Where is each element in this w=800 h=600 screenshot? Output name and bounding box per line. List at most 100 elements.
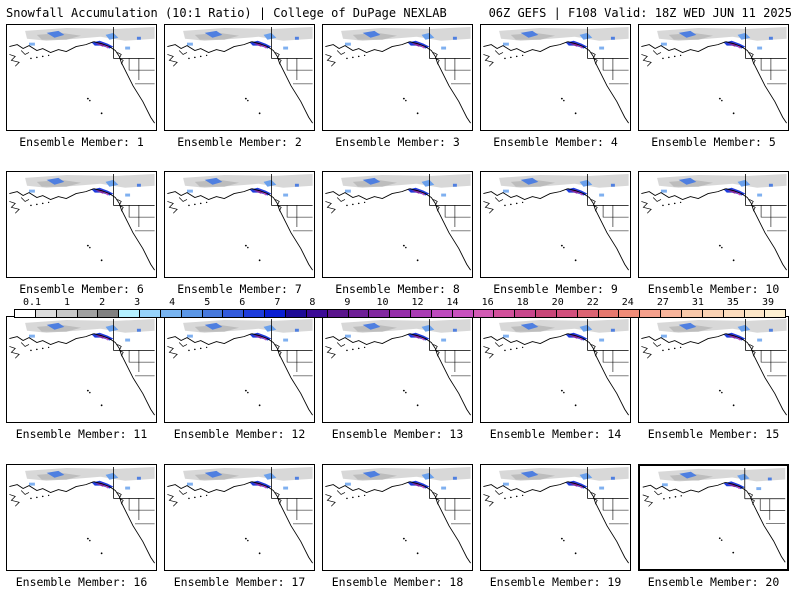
ensemble-member-label: Ensemble Member: 2 [177,135,302,149]
ensemble-member-label: Ensemble Member: 10 [647,282,780,296]
ensemble-member-label: Ensemble Member: 11 [15,427,148,441]
colorbar-swatch [348,310,370,317]
colorbar-swatch [306,310,328,317]
ensemble-map-panel [6,171,157,278]
ensemble-map-panel [164,464,315,571]
ensemble-map-panel [480,316,631,423]
snowfall-colorbar [14,309,786,318]
colorbar-swatch [202,310,224,317]
colorbar-tick-label: 35 [726,297,739,308]
colorbar-swatch [327,310,349,317]
ensemble-map-panel [638,316,789,423]
colorbar-tick-label: 7 [274,297,281,308]
colorbar-swatch [702,310,724,317]
ensemble-member-label: Ensemble Member: 19 [489,575,622,589]
colorbar-swatch [577,310,599,317]
colorbar-tick-label: 31 [691,297,704,308]
map-title: Snowfall Accumulation (10:1 Ratio) | Col… [6,6,447,20]
ensemble-map-panel [480,464,631,571]
ensemble-map-panel [480,171,631,278]
ensemble-member-label: Ensemble Member: 17 [173,575,306,589]
model-run-info: 06Z GEFS | F108 Valid: 18Z WED JUN 11 20… [488,6,792,20]
ensemble-map-panel [164,24,315,131]
ensemble-member-label: Ensemble Member: 12 [173,427,306,441]
colorbar-swatch [285,310,307,317]
ensemble-map-panel [638,171,789,278]
ensemble-map-panel [6,24,157,131]
colorbar-swatch [35,310,57,317]
colorbar-tick-label: 1 [64,297,71,308]
colorbar-swatch [265,310,286,317]
colorbar-tick-label: 12 [411,297,424,308]
colorbar-swatch [765,310,786,317]
colorbar-tick-label: 6 [239,297,246,308]
ensemble-member-label: Ensemble Member: 20 [647,575,780,589]
colorbar-swatch [56,310,78,317]
colorbar-tick-label: 27 [656,297,669,308]
ensemble-member-label: Ensemble Member: 18 [331,575,464,589]
ensemble-member-label: Ensemble Member: 14 [489,427,622,441]
colorbar-swatch [640,310,662,317]
ensemble-member-label: Ensemble Member: 1 [19,135,144,149]
colorbar-tick-label: 8 [309,297,316,308]
colorbar-swatch [140,310,161,317]
colorbar-swatch [515,310,537,317]
colorbar-swatch [682,310,703,317]
ensemble-map-panel [322,316,473,423]
colorbar-swatch [452,310,474,317]
ensemble-member-label: Ensemble Member: 3 [335,135,460,149]
ensemble-map-panel [6,464,157,571]
colorbar-tick-label: 5 [204,297,211,308]
colorbar-tick-label: 20 [551,297,564,308]
colorbar-swatch [15,310,36,317]
colorbar-swatch [744,310,766,317]
colorbar-swatch [244,310,266,317]
colorbar-swatch [556,310,578,317]
colorbar-swatch [431,310,453,317]
colorbar-swatch [723,310,745,317]
colorbar-swatch [160,310,182,317]
colorbar-tick-label: 2 [99,297,106,308]
colorbar-tick-label: 22 [586,297,599,308]
colorbar-swatch [369,310,391,317]
colorbar-tick-label: 10 [376,297,389,308]
ensemble-member-label: Ensemble Member: 6 [19,282,144,296]
colorbar-tick-label: 9 [344,297,351,308]
colorbar-swatch [77,310,99,317]
ensemble-map-panel [6,316,157,423]
ensemble-map-panel [164,171,315,278]
colorbar-swatch [619,310,641,317]
ensemble-member-label: Ensemble Member: 7 [177,282,302,296]
ensemble-map-panel [480,24,631,131]
colorbar-swatch [494,310,516,317]
colorbar-swatch [223,310,245,317]
colorbar-swatch [181,310,203,317]
colorbar-tick-label: 24 [621,297,634,308]
ensemble-map-panel [164,316,315,423]
colorbar-tick-label: 18 [516,297,529,308]
ensemble-member-label: Ensemble Member: 13 [331,427,464,441]
ensemble-member-label: Ensemble Member: 16 [15,575,148,589]
ensemble-map-panel [638,24,789,131]
ensemble-map-panel [322,464,473,571]
colorbar-swatch [473,310,495,317]
ensemble-member-label: Ensemble Member: 5 [651,135,776,149]
ensemble-member-label: Ensemble Member: 15 [647,427,780,441]
colorbar-swatch [411,310,432,317]
colorbar-tick-label: 3 [134,297,141,308]
ensemble-map-panel [322,171,473,278]
colorbar-swatch [98,310,120,317]
ensemble-member-label: Ensemble Member: 4 [493,135,618,149]
colorbar-tick-label: 4 [169,297,176,308]
colorbar-tick-label: 0.1 [22,297,42,308]
colorbar-swatch [119,310,141,317]
colorbar-swatch [661,310,682,317]
colorbar-tick-label: 16 [481,297,494,308]
colorbar-swatch [536,310,557,317]
colorbar-tick-label: 39 [761,297,775,308]
ensemble-map-panel [638,464,789,571]
colorbar-swatch [390,310,412,317]
ensemble-member-label: Ensemble Member: 9 [493,282,618,296]
ensemble-map-panel [322,24,473,131]
ensemble-member-label: Ensemble Member: 8 [335,282,460,296]
